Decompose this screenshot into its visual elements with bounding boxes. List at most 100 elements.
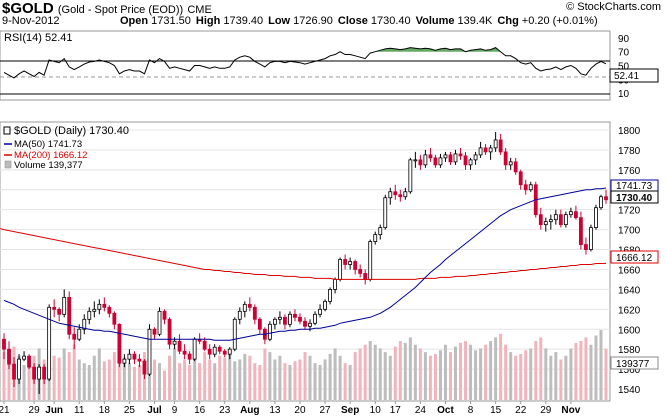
volume-bar (102, 361, 106, 400)
volume-bar (208, 359, 212, 400)
open-label: Open (120, 15, 149, 27)
candle-body (363, 273, 368, 280)
volume-label: Volume (415, 15, 455, 27)
candle-body (553, 214, 558, 221)
volume-bar (338, 355, 342, 400)
volume-bar (27, 363, 31, 400)
candle-body (267, 323, 272, 340)
volume-bar (549, 355, 553, 400)
candle-body (478, 147, 483, 156)
volume-bar (559, 359, 563, 400)
candle-body (192, 338, 197, 360)
candle-body (212, 346, 217, 355)
volume-bar (7, 359, 11, 400)
volume-bar (408, 337, 412, 400)
volume-bar (574, 342, 578, 400)
copyright: © StockCharts.com (566, 1, 661, 13)
candle-body (358, 269, 363, 274)
candle-body (257, 318, 262, 330)
candle-body (42, 366, 47, 380)
volume-bar (448, 352, 452, 400)
candle-body (217, 346, 222, 352)
candle-body (523, 184, 528, 191)
volume-bar (122, 357, 126, 400)
candle-body (202, 340, 207, 350)
candle-body (378, 227, 383, 235)
x-tick-label: Sep (341, 405, 359, 416)
volume-bar (459, 342, 463, 400)
volume-bar (509, 352, 513, 400)
volume-bar (584, 337, 588, 400)
candle-body (463, 155, 468, 166)
volume-bar (168, 355, 172, 400)
candle-body (413, 159, 418, 162)
rsi-panel: 9070503010 RSI(14) 52.41 52.41 (0, 30, 659, 101)
candle-body (52, 306, 57, 310)
candle-body (589, 227, 593, 250)
x-tick-label: 10 (370, 405, 382, 416)
volume-bar (173, 348, 177, 400)
rsi-line (3, 47, 607, 79)
x-tick-label: 27 (320, 405, 332, 416)
volume-bar (278, 355, 282, 400)
volume-bar (92, 355, 96, 400)
volume-bar (529, 348, 533, 400)
legend-price: $GOLD (Daily) 1730.40 (14, 125, 129, 137)
candle-body (594, 207, 598, 229)
volume-bar (534, 341, 538, 400)
rsi-overbought-fill (4, 47, 606, 52)
candle-body (237, 310, 242, 320)
volume-bar (358, 348, 362, 400)
legend-volume: Volume 139,377 (14, 160, 83, 171)
candle-body (493, 139, 498, 149)
candle-body (17, 358, 21, 380)
candle-body (543, 221, 548, 226)
volume-bar (383, 352, 387, 400)
y-tick-label: 1640 (618, 285, 641, 296)
x-tick-label: 11 (74, 405, 85, 416)
volume-bar (218, 355, 222, 400)
candle-body (443, 154, 448, 159)
volume-bar (313, 363, 317, 400)
instrument-name: (Gold - Spot Price (EOD)) (57, 4, 184, 16)
candle-body (473, 154, 478, 161)
y-tick-label: 1760 (618, 166, 641, 177)
candle-body (137, 358, 142, 362)
candle-body (152, 328, 157, 335)
x-tick-label: 22 (515, 405, 527, 416)
rsi-tick-label: 70 (618, 48, 630, 59)
volume-bar (178, 363, 182, 400)
candle-body (62, 296, 67, 315)
volume-bar (494, 337, 498, 400)
x-tick-label: 29 (29, 405, 41, 416)
volume-bar (97, 348, 101, 400)
candle-body (503, 151, 508, 166)
date-axis: 21 29 Jun 11 18 25 Jul 9 16 23 Aug 13 20 27 Sep 10 17 24 O… (0, 401, 581, 416)
symbol: $GOLD (2, 0, 54, 17)
chart-title: $GOLD (Gold - Spot Price (EOD)) CME (2, 0, 212, 17)
volume-bar (213, 363, 217, 400)
x-tick-label: 24 (415, 405, 427, 416)
volume-bar (87, 365, 91, 400)
volume-bar (499, 333, 503, 400)
rsi-legend: RSI(14) 52.41 (4, 32, 72, 44)
candles (2, 131, 608, 395)
candle-body (433, 157, 438, 166)
y-tick-label: 1720 (618, 206, 641, 217)
volume-value: 139.4K (457, 15, 493, 27)
candle-body (207, 348, 212, 355)
volume-bar (353, 352, 357, 400)
price-legend: $GOLD (Daily) 1730.40 MA(50) 1741.73 MA(… (3, 125, 129, 171)
low-label: Low (268, 15, 291, 27)
x-tick-label: Jul (147, 405, 162, 416)
candle-body (403, 191, 408, 198)
legend-ma50: MA(50) 1741.73 (14, 139, 82, 150)
volume-bar (438, 350, 442, 400)
candle-body (573, 211, 578, 219)
volume-bar (193, 355, 197, 400)
volume-bar (283, 363, 287, 400)
candle-body (7, 348, 11, 365)
x-tick-label: 23 (219, 405, 231, 416)
volume-bars (2, 330, 608, 400)
x-tick-label: Aug (240, 405, 259, 416)
